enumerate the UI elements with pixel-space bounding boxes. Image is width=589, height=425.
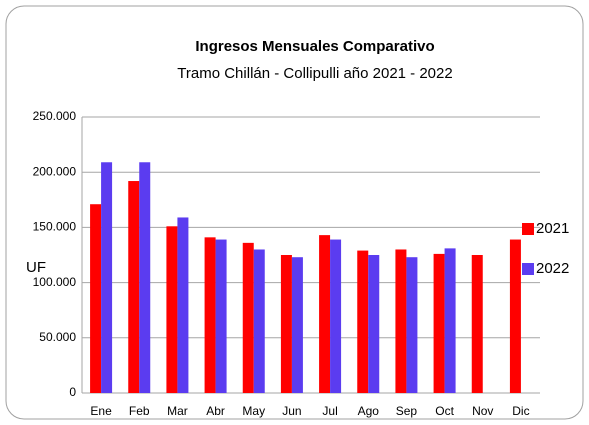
bar — [291, 257, 303, 393]
bar — [509, 239, 521, 393]
bar — [253, 249, 265, 393]
y-tick-label: 0 — [69, 385, 76, 399]
x-tick-label: Ene — [90, 404, 112, 418]
x-tick-label: Ago — [358, 404, 380, 418]
bar — [433, 253, 445, 393]
x-tick-label: Jun — [282, 404, 301, 418]
y-tick-label: 200.000 — [33, 164, 77, 178]
x-tick-label: Sep — [396, 404, 418, 418]
bar — [128, 181, 140, 393]
bar — [406, 257, 418, 393]
chart-subtitle: Tramo Chillán - Collipulli año 2021 - 20… — [177, 65, 452, 82]
x-tick-label: Feb — [129, 404, 150, 418]
bar — [319, 235, 331, 393]
x-tick-label: Nov — [472, 404, 493, 418]
y-tick-label: 250.000 — [33, 109, 77, 123]
y-axis-label: UF — [26, 259, 46, 276]
bar — [90, 204, 102, 393]
x-tick-label: Dic — [512, 404, 529, 418]
legend-swatch — [522, 223, 534, 235]
bar — [242, 242, 254, 393]
bar — [204, 237, 216, 393]
legend-label: 2022 — [536, 260, 569, 277]
bar — [215, 239, 227, 393]
bar — [139, 162, 151, 393]
legend-swatch — [522, 263, 534, 275]
x-tick-label: May — [242, 404, 265, 418]
bar — [357, 250, 369, 393]
y-tick-label: 150.000 — [33, 220, 77, 234]
bar — [177, 217, 189, 393]
chart-title: Ingresos Mensuales Comparativo — [195, 38, 434, 55]
x-tick-label: Mar — [167, 404, 188, 418]
bar — [368, 255, 380, 393]
bar — [395, 249, 407, 393]
bar — [444, 248, 456, 393]
x-tick-label: Jul — [322, 404, 337, 418]
x-tick-label: Abr — [206, 404, 225, 418]
bar — [471, 255, 483, 393]
x-tick-label: Oct — [435, 404, 454, 418]
y-tick-label: 100.000 — [33, 275, 77, 289]
y-tick-label: 50.000 — [39, 330, 76, 344]
bar — [166, 226, 178, 393]
bar — [280, 255, 292, 393]
legend-label: 2021 — [536, 220, 569, 237]
bar — [101, 162, 113, 393]
bar — [330, 239, 342, 393]
